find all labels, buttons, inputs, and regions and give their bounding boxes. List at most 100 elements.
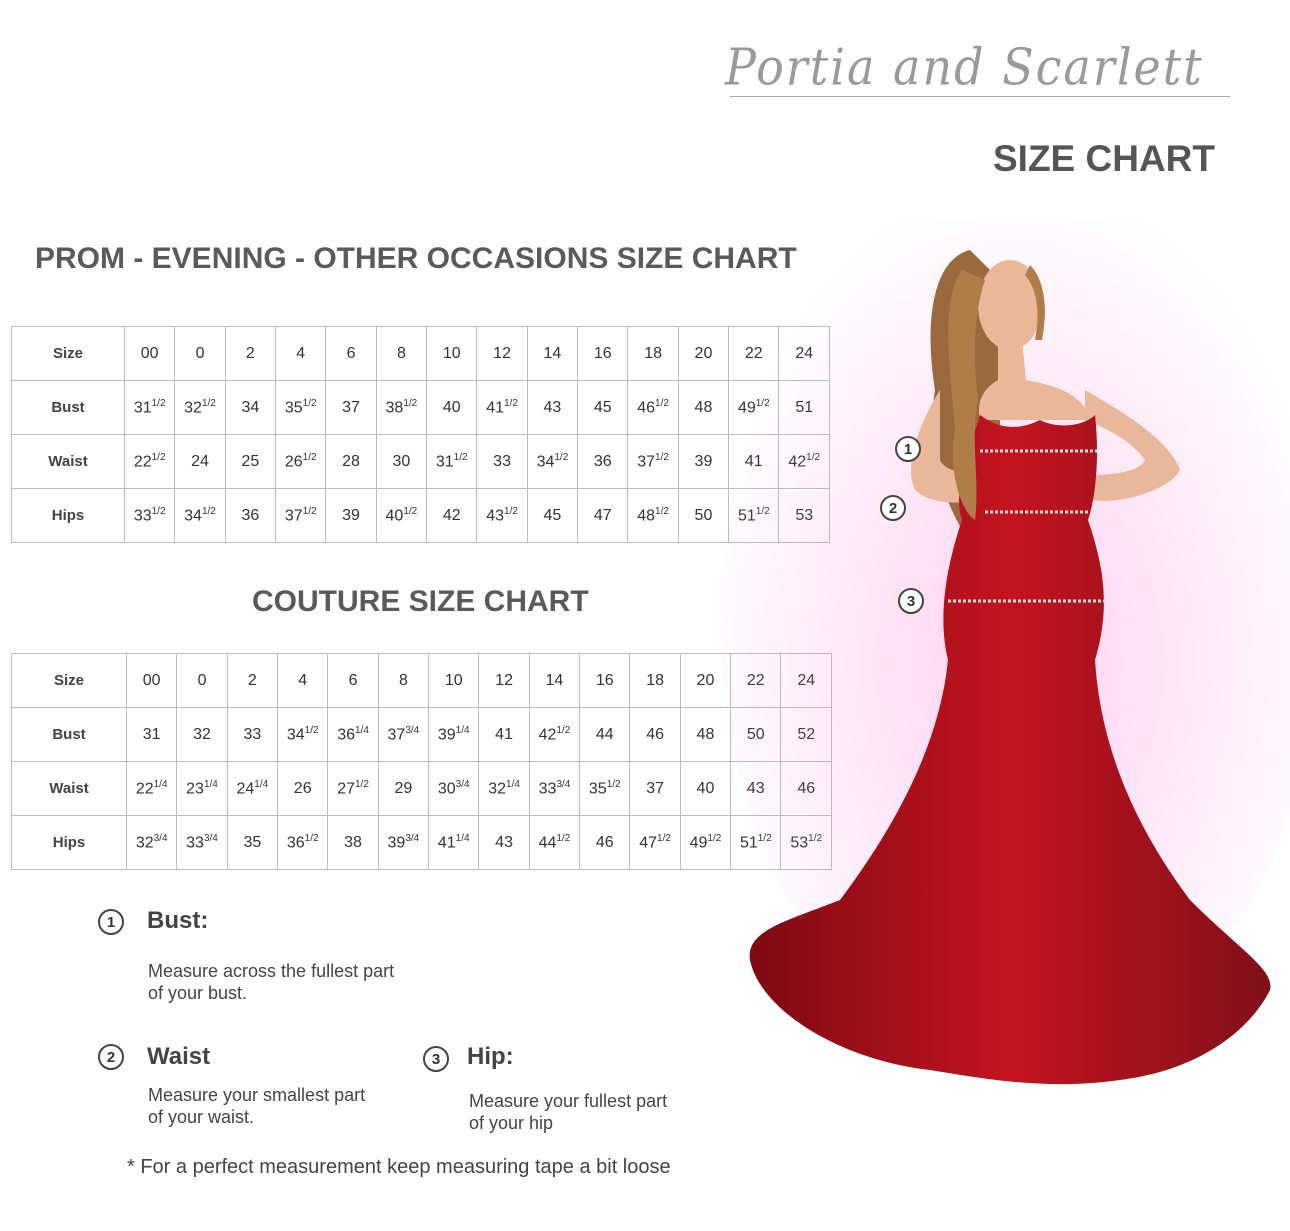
size-column-header: 4 [275,326,327,381]
table-row-waist: Waist 221/2 24 25 261/2 28 30 311/2 33 341/2 36 371… [11,434,830,489]
size-column-header: 4 [277,653,329,708]
whole-value: 39 [342,506,360,524]
waist-label: Waist [147,1043,211,1070]
size-column-header: 14 [526,326,579,381]
measurement-cell: 421/2 [528,707,581,762]
measurement-cell: 31 [125,707,178,762]
size-header-row: Size00024681012141618202224 [11,326,830,381]
whole-value: 40 [385,507,404,525]
measurement-cell: 351/2 [579,761,631,816]
prom-chart-title: PROM - EVENING - OTHER OCCASIONS SIZE CH… [35,242,797,275]
whole-value: 36 [241,506,260,524]
measurement-cell: 333/4 [528,761,581,816]
measurement-cell: 381/2 [375,380,428,435]
measurement-cell: 231/4 [176,761,228,816]
measurement-cell: 46 [579,815,631,870]
measurement-cell: 303/4 [428,761,480,816]
measurement-cell: 401/2 [375,488,428,543]
whole-value: 50 [694,506,713,524]
bust-description: Measure across the fullest part of your … [148,961,395,1003]
whole-value: 31 [142,725,161,743]
whole-value: 29 [394,779,413,797]
measurement-cell: 33 [226,707,279,762]
fraction-value: 1/2 [403,397,418,409]
size-column-header: 10 [426,326,478,381]
whole-value: 39 [694,452,713,470]
measurement-cell: 331/2 [123,488,176,543]
size-column-header: 0 [174,326,226,381]
whole-value: 44 [538,834,557,852]
size-column-header: 2 [226,653,279,708]
measurement-cell: 24 [174,434,226,489]
row-label: Hips [11,815,127,870]
whole-value: 36 [337,726,355,744]
measurement-cell: 44 [579,707,631,762]
fraction-value: 1/2 [403,505,418,517]
whole-value: 39 [437,726,456,744]
whole-value: 30 [392,452,411,470]
measurement-cell: 333/4 [176,815,228,870]
fraction-value: 1/2 [304,832,319,844]
logo-underline [730,96,1230,97]
size-column-header: 6 [327,653,379,708]
whole-value: 35 [588,780,607,798]
whole-value: 40 [442,398,461,416]
marker-3-icon: 3 [898,588,924,614]
fraction-value: 3/4 [405,832,420,844]
measurement-cell: 341/2 [277,707,329,762]
size-header-label: Size [11,326,125,381]
whole-value: 30 [437,780,456,798]
size-column-header: 8 [377,653,430,708]
whole-value: 37 [637,453,656,471]
size-column-header: 14 [528,653,581,708]
whole-value: 34 [184,507,202,525]
whole-value: 33 [186,834,204,852]
whole-value: 34 [286,726,305,744]
measurement-cell: 47 [577,488,629,543]
whole-value: 44 [595,725,614,743]
whole-value: 47 [593,506,612,524]
whole-value: 42 [538,726,557,744]
fraction-value: 1/2 [151,451,166,463]
whole-value: 41 [486,399,505,417]
hip-label: Hip: [467,1043,514,1070]
fraction-value: 1/2 [201,505,216,517]
measurement-cell: 271/2 [327,761,379,816]
measurement-cell: 45 [526,488,579,543]
whole-value: 34 [536,453,555,471]
whole-value: 51 [739,834,758,852]
whole-value: 48 [696,725,715,743]
waist-description: Measure your smallest part of your waist… [148,1085,366,1127]
whole-value: 33 [243,725,262,743]
whole-value: 36 [286,834,305,852]
fraction-value: 1/2 [504,505,518,517]
whole-value: 35 [284,399,303,417]
measurement-cell: 48 [677,380,730,435]
size-column-header: 22 [728,326,780,381]
fraction-value: 1/4 [455,832,470,844]
measurement-cell: 46 [629,707,681,762]
measurement-cell: 34 [224,380,277,435]
prom-size-table: Size00024681012141618202224Bust311/2321/… [11,326,830,543]
fraction-value: 1/2 [354,778,369,790]
fraction-value: 1/4 [506,778,520,790]
fraction-value: 1/4 [254,778,269,790]
measurement-cell: 36 [577,434,629,489]
size-column-header: 18 [627,326,679,381]
size-column-header: 0 [176,653,228,708]
hip-description: Measure your fullest part of your hip [469,1091,668,1133]
whole-value: 37 [284,507,303,525]
fraction-value: 1/2 [657,832,671,844]
whole-value: 48 [694,398,713,416]
whole-value: 43 [486,507,505,525]
footnote: * For a perfect measurement keep measuri… [127,1156,671,1178]
measurement-cell: 391/4 [428,707,480,762]
fraction-value: 1/4 [153,778,168,790]
whole-value: 33 [538,780,557,798]
marker-1-icon: 1 [895,436,921,462]
whole-value: 47 [639,834,658,852]
measurement-cell: 411/2 [476,380,528,435]
size-header-label: Size [11,653,127,708]
couture-chart-title: COUTURE SIZE CHART [252,585,589,618]
whole-value: 33 [133,507,152,525]
